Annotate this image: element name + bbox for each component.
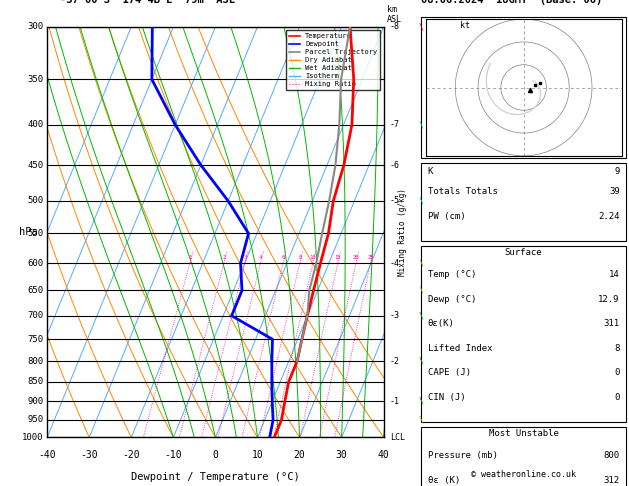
- Text: θε(K): θε(K): [428, 319, 454, 329]
- Bar: [421, 163, 626, 241]
- Text: 08.06.2024  18GMT  (Base: 06): 08.06.2024 18GMT (Base: 06): [421, 0, 603, 5]
- Text: -1: -1: [390, 397, 400, 406]
- Text: \: \: [419, 357, 424, 366]
- Text: 550: 550: [28, 229, 44, 238]
- Text: km
ASL: km ASL: [387, 5, 402, 24]
- Text: θε (K): θε (K): [428, 476, 460, 485]
- Bar: [421, 246, 626, 422]
- Text: \: \: [419, 286, 424, 295]
- Text: 20: 20: [294, 450, 306, 460]
- Text: \: \: [419, 416, 424, 424]
- Text: \: \: [419, 196, 424, 206]
- Text: 8: 8: [298, 255, 301, 260]
- Text: 40: 40: [378, 450, 389, 460]
- Text: -5: -5: [390, 196, 400, 206]
- Text: -6: -6: [390, 160, 400, 170]
- Legend: Temperature, Dewpoint, Parcel Trajectory, Dry Adiabat, Wet Adiabat, Isotherm, Mi: Temperature, Dewpoint, Parcel Trajectory…: [286, 30, 380, 90]
- Text: 450: 450: [28, 160, 44, 170]
- Text: 750: 750: [28, 335, 44, 344]
- Text: 6: 6: [282, 255, 285, 260]
- Text: 1: 1: [188, 255, 191, 260]
- Text: 900: 900: [28, 397, 44, 406]
- Text: -40: -40: [38, 450, 56, 460]
- Bar: [421, 427, 626, 486]
- Text: 4: 4: [259, 255, 262, 260]
- Text: \: \: [419, 311, 424, 320]
- Text: -10: -10: [165, 450, 182, 460]
- Text: 12.9: 12.9: [598, 295, 620, 304]
- Text: Temp (°C): Temp (°C): [428, 270, 476, 279]
- Text: 350: 350: [28, 75, 44, 84]
- Text: 20: 20: [353, 255, 359, 260]
- Text: 700: 700: [28, 311, 44, 320]
- Text: 2.24: 2.24: [598, 212, 620, 221]
- Text: 1000: 1000: [22, 433, 44, 442]
- Text: Mixing Ratio (g/kg): Mixing Ratio (g/kg): [398, 188, 407, 276]
- Text: 400: 400: [28, 121, 44, 129]
- Text: 312: 312: [604, 476, 620, 485]
- Text: -8: -8: [390, 22, 400, 31]
- Text: 0: 0: [615, 393, 620, 402]
- Text: Dewp (°C): Dewp (°C): [428, 295, 476, 304]
- Text: 850: 850: [28, 378, 44, 386]
- Text: \: \: [419, 259, 424, 268]
- Text: Lifted Index: Lifted Index: [428, 344, 492, 353]
- Text: CAPE (J): CAPE (J): [428, 368, 470, 378]
- Text: -3: -3: [390, 311, 400, 320]
- Text: 800: 800: [604, 451, 620, 460]
- Text: -20: -20: [123, 450, 140, 460]
- Text: 10: 10: [252, 450, 264, 460]
- Text: 0: 0: [615, 368, 620, 378]
- Text: 2: 2: [222, 255, 226, 260]
- Text: -4: -4: [390, 259, 400, 268]
- Text: -7: -7: [390, 121, 400, 129]
- Text: \: \: [419, 22, 424, 31]
- Text: 311: 311: [604, 319, 620, 329]
- Text: Most Unstable: Most Unstable: [489, 429, 559, 438]
- Text: Surface: Surface: [505, 248, 542, 257]
- Text: 300: 300: [28, 22, 44, 31]
- Text: 30: 30: [336, 450, 347, 460]
- Text: 800: 800: [28, 357, 44, 366]
- Text: 14: 14: [609, 270, 620, 279]
- Text: -2: -2: [390, 357, 400, 366]
- Text: 39: 39: [609, 188, 620, 196]
- Text: 25: 25: [367, 255, 374, 260]
- Text: CIN (J): CIN (J): [428, 393, 465, 402]
- Text: K: K: [428, 167, 433, 176]
- Text: \: \: [419, 397, 424, 406]
- Text: 15: 15: [335, 255, 341, 260]
- Text: 0: 0: [213, 450, 218, 460]
- Text: -37°00'S  174°4B'E  79m  ASL: -37°00'S 174°4B'E 79m ASL: [60, 0, 235, 5]
- Bar: [421, 17, 626, 158]
- Text: \: \: [419, 121, 424, 129]
- Text: 950: 950: [28, 416, 44, 424]
- Text: hPa: hPa: [19, 227, 38, 237]
- Text: 10: 10: [309, 255, 316, 260]
- Text: 8: 8: [615, 344, 620, 353]
- Text: Dewpoint / Temperature (°C): Dewpoint / Temperature (°C): [131, 472, 300, 482]
- Text: Pressure (mb): Pressure (mb): [428, 451, 498, 460]
- Text: 600: 600: [28, 259, 44, 268]
- Text: 9: 9: [615, 167, 620, 176]
- Text: © weatheronline.co.uk: © weatheronline.co.uk: [471, 470, 576, 479]
- Text: -30: -30: [81, 450, 98, 460]
- Text: PW (cm): PW (cm): [428, 212, 465, 221]
- Text: 650: 650: [28, 286, 44, 295]
- Text: 3: 3: [243, 255, 247, 260]
- Text: LCL: LCL: [390, 433, 405, 442]
- Text: 500: 500: [28, 196, 44, 206]
- Text: Totals Totals: Totals Totals: [428, 188, 498, 196]
